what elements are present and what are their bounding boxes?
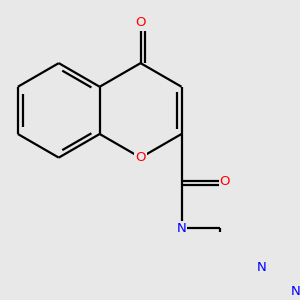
Text: O: O (135, 16, 146, 29)
Text: N: N (291, 285, 300, 298)
Text: N: N (177, 222, 186, 235)
Text: O: O (135, 151, 146, 164)
Text: N: N (257, 261, 267, 274)
Text: O: O (220, 175, 230, 188)
